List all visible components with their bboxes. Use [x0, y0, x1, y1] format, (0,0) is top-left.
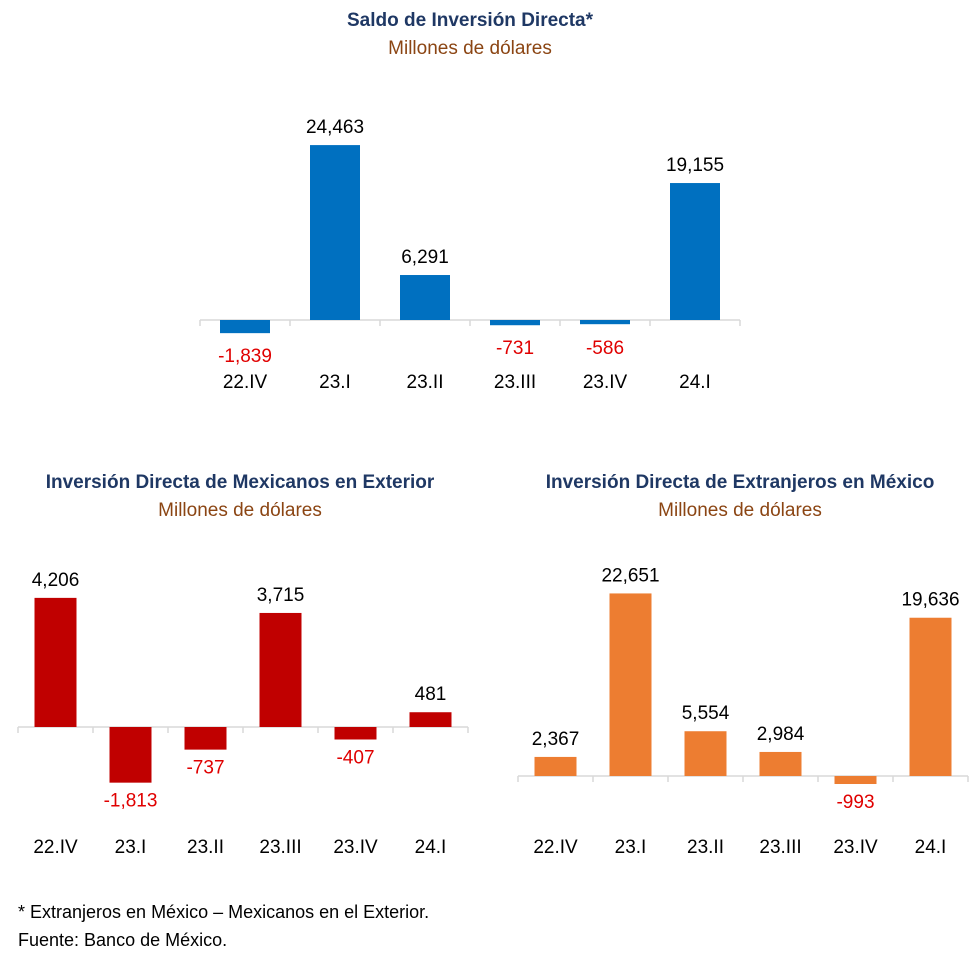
- data-label: 22,651: [601, 565, 659, 586]
- category-label: 22.IV: [533, 837, 578, 858]
- chart2-subtitle: Millones de dólares: [158, 500, 322, 521]
- category-label: 23.II: [407, 372, 444, 393]
- category-label: 24.I: [415, 837, 447, 858]
- data-label: 6,291: [401, 247, 449, 268]
- category-label: 23.IV: [833, 837, 878, 858]
- category-label: 23.III: [759, 837, 801, 858]
- category-label: 24.I: [915, 837, 947, 858]
- data-label: -1,839: [218, 346, 272, 367]
- bar: [609, 593, 652, 776]
- category-label: 24.I: [679, 372, 711, 393]
- chart3-title: Inversión Directa de Extranjeros en Méxi…: [545, 472, 935, 493]
- category-label: 23.II: [187, 837, 224, 858]
- category-label: 23.III: [259, 837, 301, 858]
- chart3-subtitle: Millones de dólares: [658, 500, 822, 521]
- bar: [409, 712, 452, 727]
- bar: [759, 751, 802, 776]
- data-label: -586: [586, 338, 624, 359]
- category-label: 23.IV: [583, 372, 628, 393]
- category-label: 23.I: [115, 837, 147, 858]
- category-label: 23.III: [494, 372, 536, 393]
- data-label: 19,155: [666, 155, 724, 176]
- bar: [580, 320, 630, 325]
- bar: [400, 275, 450, 320]
- footnote-source: Fuente: Banco de México.: [18, 930, 228, 950]
- chart1-plot: -1,839 22.IV 24,463 23.I 6,291 23.II -731 23.II…: [199, 117, 741, 393]
- bar: [834, 776, 877, 785]
- data-label: -1,813: [104, 791, 158, 812]
- category-label: 23.IV: [333, 837, 378, 858]
- data-label: 481: [415, 684, 447, 705]
- category-label: 22.IV: [223, 372, 268, 393]
- bar: [490, 320, 540, 326]
- bar: [534, 756, 577, 776]
- category-label: 22.IV: [33, 837, 78, 858]
- bar: [334, 727, 377, 740]
- data-label: -737: [186, 758, 224, 779]
- category-label: 23.II: [687, 837, 724, 858]
- bar: [259, 612, 302, 727]
- bar: [670, 183, 720, 320]
- data-label: 2,984: [757, 724, 805, 745]
- data-label: -731: [496, 338, 534, 359]
- data-label: 19,636: [901, 590, 959, 611]
- data-label: 3,715: [257, 585, 305, 606]
- bar: [684, 731, 727, 776]
- data-label: 24,463: [306, 117, 364, 138]
- chart1-subtitle: Millones de dólares: [388, 38, 552, 59]
- chart2-title: Inversión Directa de Mexicanos en Exteri…: [45, 472, 435, 493]
- category-label: 23.I: [319, 372, 351, 393]
- bar: [909, 617, 952, 776]
- data-label: 4,206: [32, 570, 80, 591]
- footnote-note: * Extranjeros en México – Mexicanos en e…: [18, 902, 430, 922]
- data-label: -407: [336, 747, 374, 768]
- category-label: 23.I: [615, 837, 647, 858]
- data-label: -993: [836, 792, 874, 813]
- bar: [220, 320, 270, 334]
- bar: [310, 145, 360, 320]
- bar: [184, 727, 227, 750]
- bar: [34, 597, 77, 727]
- data-label: 2,367: [532, 729, 580, 750]
- bar: [109, 727, 152, 783]
- data-label: 5,554: [682, 703, 730, 724]
- chart1-title: Saldo de Inversión Directa*: [346, 10, 594, 31]
